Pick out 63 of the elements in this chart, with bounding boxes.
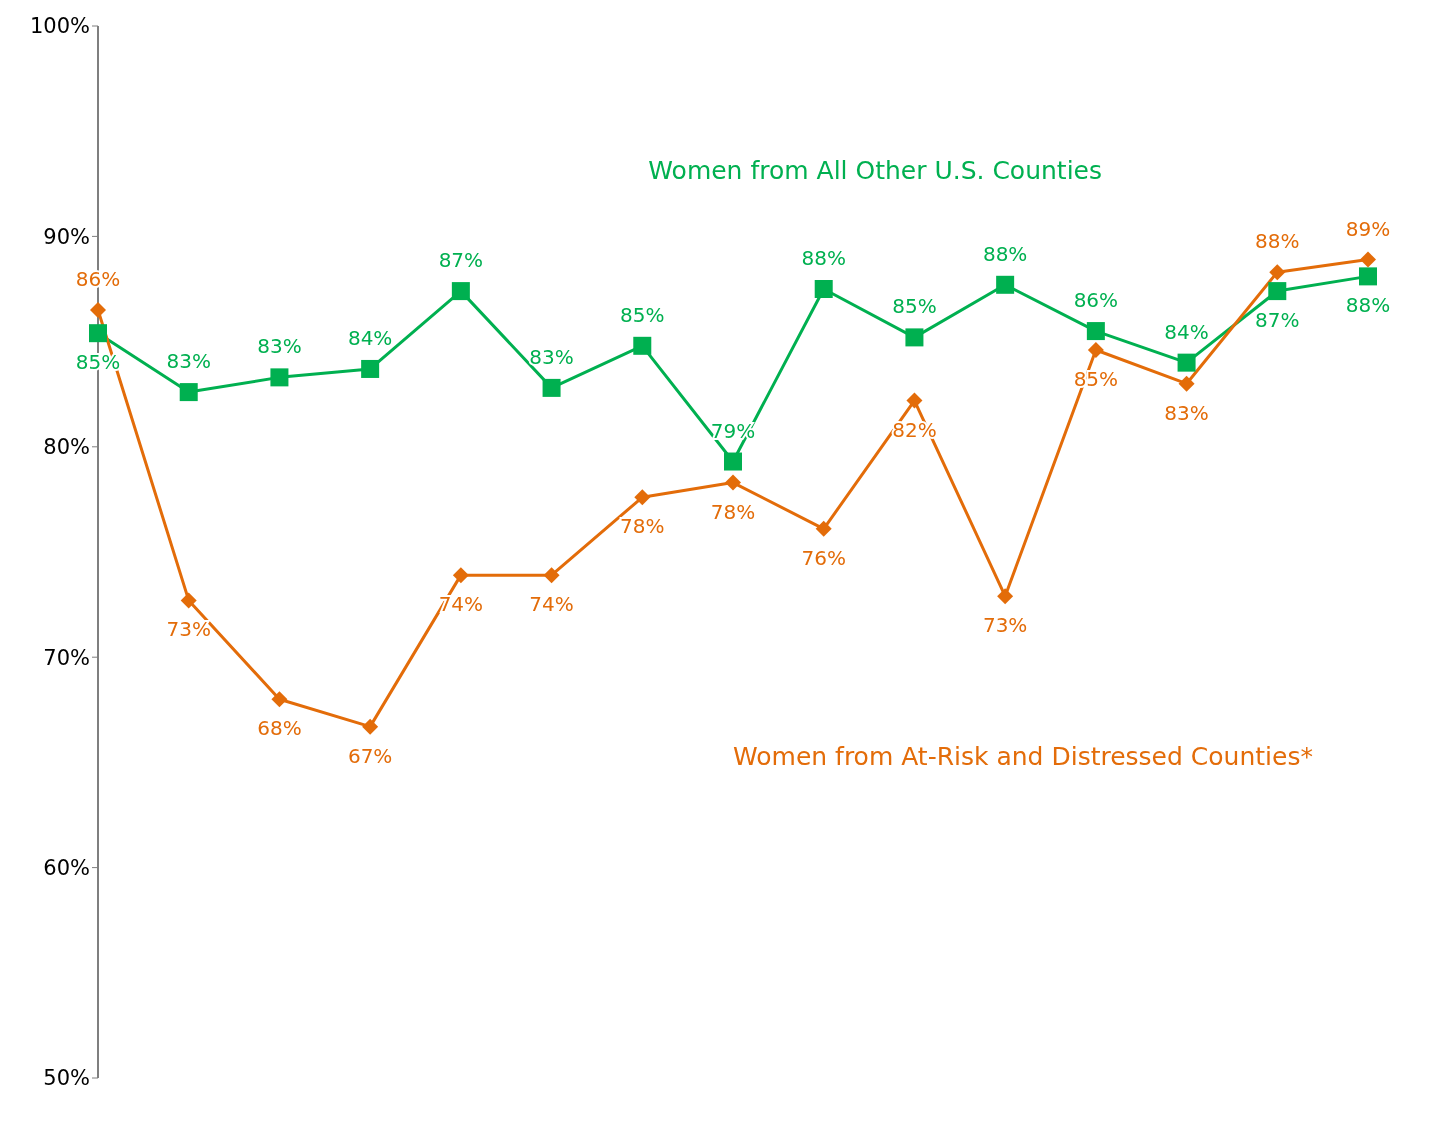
point	[725, 474, 741, 491]
data-label: 78%	[620, 514, 665, 539]
y-tick-label: 80%	[43, 435, 90, 460]
point	[1360, 251, 1376, 268]
data-label: 73%	[982, 613, 1028, 638]
y-tick-label: 50%	[43, 1066, 90, 1091]
point	[451, 282, 470, 301]
data-label: 89%	[1345, 216, 1391, 241]
data-label: 83%	[166, 349, 211, 374]
point	[906, 392, 923, 409]
data-label: 67%	[347, 743, 393, 768]
text: Women from At-Risk and Distressed Counties*	[733, 741, 1313, 771]
point	[905, 328, 924, 347]
point	[1359, 267, 1377, 286]
point	[362, 718, 379, 735]
point	[633, 336, 652, 355]
point	[724, 452, 742, 471]
point	[1087, 342, 1104, 359]
point	[997, 588, 1014, 605]
point	[1178, 375, 1195, 392]
point	[1269, 264, 1286, 281]
data-label: 74%	[529, 592, 574, 617]
point	[542, 378, 561, 397]
point	[996, 275, 1015, 294]
data-label: 76%	[801, 545, 846, 570]
point	[814, 280, 833, 298]
point	[543, 567, 560, 584]
data-label: 85%	[892, 294, 937, 319]
data-label: 84%	[347, 325, 393, 350]
point	[1177, 353, 1196, 372]
data-label: 78%	[710, 499, 756, 524]
point	[90, 302, 106, 319]
data-label: 85%	[620, 302, 665, 327]
data-label: 88%	[801, 246, 846, 270]
data-label: 86%	[75, 267, 121, 292]
data-label: 86%	[1073, 288, 1119, 313]
point	[180, 592, 197, 609]
data-label: 88%	[1345, 293, 1391, 318]
data-label: 83%	[1164, 400, 1209, 425]
data-label: 87%	[438, 248, 484, 273]
data-label: 84%	[1164, 319, 1209, 344]
point	[271, 691, 288, 708]
data-label: 88%	[982, 241, 1028, 266]
point	[89, 324, 107, 343]
y-tick-label: 70%	[43, 645, 90, 670]
data-label: 83%	[529, 344, 574, 369]
data-label: 83%	[257, 334, 302, 359]
text: Women from All Other U.S. Counties	[648, 156, 1103, 186]
y-tick-label: 90%	[43, 224, 90, 249]
point	[634, 489, 651, 506]
point	[179, 383, 198, 402]
data-label: 68%	[257, 716, 302, 741]
point	[1268, 282, 1287, 301]
point	[1086, 322, 1105, 341]
data-label: 87%	[1255, 308, 1300, 333]
data-label: 73%	[166, 617, 211, 642]
point	[815, 520, 832, 537]
y-tick-label: 60%	[43, 856, 90, 881]
point	[361, 359, 380, 378]
data-label: 88%	[1255, 229, 1300, 254]
y-tick-label: 100%	[29, 14, 90, 39]
point	[270, 368, 289, 387]
point	[452, 567, 469, 584]
